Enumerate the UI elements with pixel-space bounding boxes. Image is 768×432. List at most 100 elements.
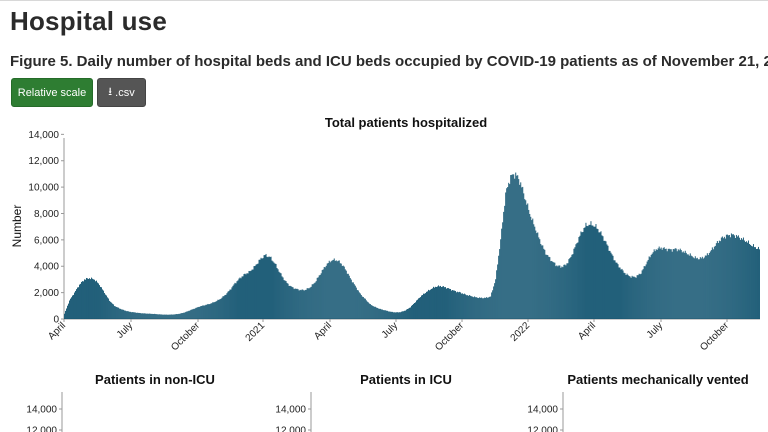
bar — [428, 289, 429, 319]
bar — [260, 257, 262, 319]
bar — [419, 297, 420, 319]
bar — [572, 254, 574, 319]
bar — [588, 224, 590, 319]
bar — [465, 294, 467, 319]
bar — [73, 294, 74, 319]
bar — [607, 245, 609, 319]
bar — [613, 260, 615, 319]
y-axis-label: Number — [10, 205, 24, 248]
bar — [441, 287, 442, 319]
bar — [753, 247, 755, 319]
bar — [308, 288, 310, 319]
bar — [341, 265, 343, 319]
bar — [223, 296, 225, 319]
bar — [190, 309, 192, 319]
bar — [512, 174, 514, 319]
bar — [718, 240, 720, 319]
bar — [339, 263, 341, 319]
bar — [427, 291, 428, 319]
bar — [545, 254, 547, 319]
y-tick-label: 14,000 — [28, 130, 59, 141]
bar — [276, 268, 278, 319]
bar — [616, 262, 618, 319]
bar — [250, 270, 252, 319]
bar — [711, 247, 713, 319]
bar — [291, 286, 293, 319]
bar — [383, 310, 385, 319]
bar — [216, 300, 218, 319]
bar — [139, 312, 141, 319]
bar — [482, 298, 484, 319]
bar — [198, 306, 200, 319]
bar — [426, 291, 427, 319]
bar — [133, 312, 135, 319]
bar — [187, 311, 189, 319]
bar — [473, 297, 475, 319]
bar — [436, 287, 437, 319]
bar — [217, 299, 219, 319]
bar — [77, 287, 78, 319]
bar — [532, 218, 534, 319]
bar — [698, 259, 700, 319]
bar — [737, 235, 739, 319]
bar — [192, 309, 194, 319]
bar — [619, 267, 621, 319]
bar — [212, 302, 214, 319]
bar — [384, 310, 386, 319]
bar — [673, 249, 675, 319]
bar — [100, 286, 102, 319]
bar — [445, 287, 446, 319]
bar — [159, 314, 161, 319]
bar — [437, 286, 438, 319]
bar — [491, 292, 493, 319]
bar — [153, 314, 155, 319]
bar — [650, 254, 652, 319]
bar — [380, 309, 382, 319]
bar — [257, 263, 259, 319]
bar — [430, 289, 431, 319]
bar — [657, 248, 659, 319]
bar — [455, 290, 457, 319]
bar — [179, 313, 181, 319]
bar — [105, 294, 107, 319]
bar — [398, 312, 400, 319]
bar — [498, 255, 500, 319]
bar — [184, 312, 186, 319]
bar — [355, 287, 357, 319]
bar — [104, 293, 106, 319]
bar — [408, 307, 410, 319]
bar — [617, 264, 619, 319]
bar — [126, 311, 128, 319]
bar — [138, 312, 140, 319]
bar — [460, 292, 462, 319]
bar — [109, 300, 111, 319]
relative-scale-button[interactable]: Relative scale — [11, 78, 93, 107]
bar — [655, 249, 657, 319]
csv-download-button[interactable]: ⭳ .csv — [97, 78, 146, 107]
bar — [313, 283, 315, 319]
bar — [579, 235, 581, 319]
bar — [130, 311, 132, 319]
bar — [420, 297, 421, 319]
bar — [452, 290, 454, 319]
bar — [723, 236, 725, 319]
bar — [431, 288, 432, 319]
bar — [694, 256, 696, 319]
bar — [685, 252, 687, 319]
bar — [574, 247, 576, 319]
bar — [227, 291, 229, 319]
bar — [242, 276, 244, 319]
bar — [625, 275, 627, 319]
bar — [676, 251, 678, 319]
bar — [487, 297, 489, 319]
bar — [743, 240, 745, 319]
bar — [405, 309, 407, 319]
download-icon: ⭳ — [108, 86, 113, 98]
bar — [697, 259, 699, 319]
bar — [218, 299, 220, 319]
bar — [653, 249, 655, 319]
bar — [565, 265, 567, 319]
bar — [122, 309, 124, 319]
bar — [295, 288, 297, 319]
bar — [326, 263, 328, 319]
